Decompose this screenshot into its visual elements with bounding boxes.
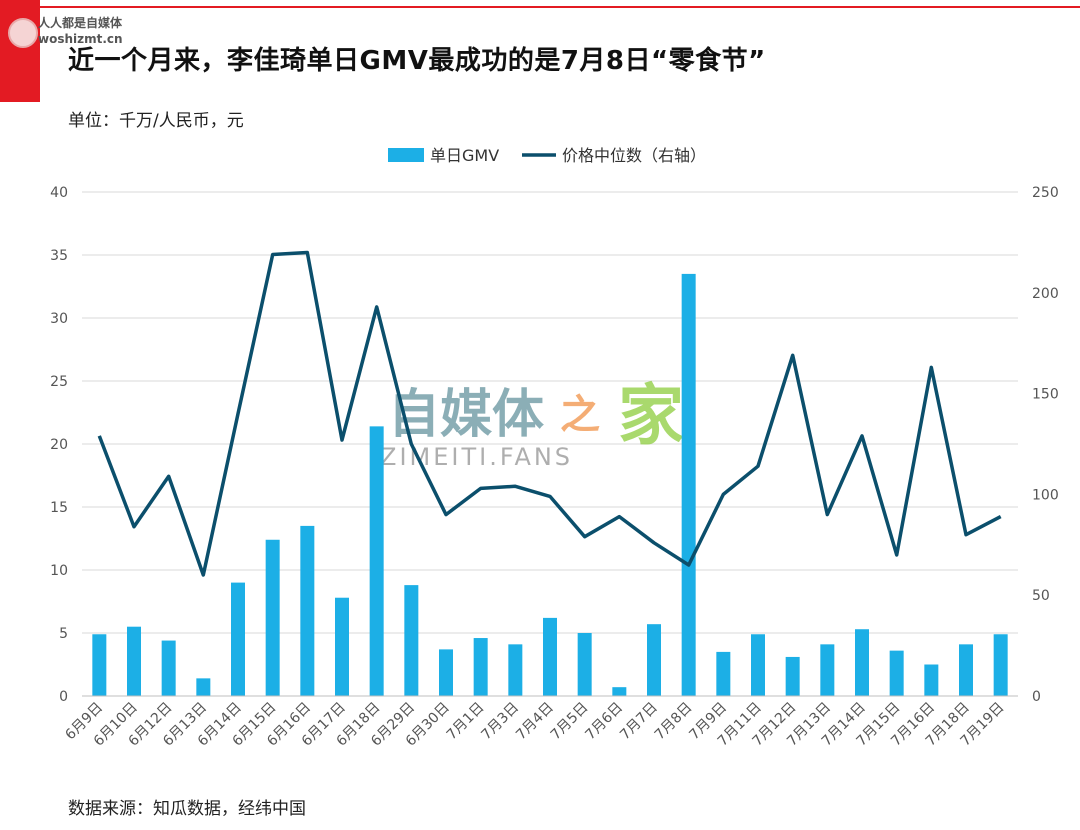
left-axis-tick-label: 20 — [50, 437, 68, 453]
x-axis-tick-label: 7月3日 — [478, 700, 522, 744]
gmv-bar — [820, 644, 835, 696]
gmv-bar — [681, 273, 696, 696]
x-axis-tick-label: 7月6日 — [582, 700, 626, 744]
gmv-bar — [161, 640, 176, 696]
gmv-bar — [751, 634, 765, 696]
gmv-bar — [647, 624, 661, 696]
gmv-bar — [924, 664, 939, 696]
right-axis-tick-label: 100 — [1032, 487, 1059, 503]
gmv-bar — [612, 687, 627, 696]
left-axis-tick-label: 0 — [59, 689, 68, 705]
x-axis-tick-label: 7月1日 — [444, 700, 488, 744]
gmv-bar — [196, 678, 211, 696]
legend-swatch-gmv — [388, 148, 424, 162]
gmv-bar — [716, 651, 731, 696]
gmv-bar — [785, 656, 800, 696]
right-axis-tick-label: 150 — [1032, 387, 1059, 403]
watermark-text: 家 — [618, 377, 684, 454]
right-axis-tick-label: 250 — [1032, 185, 1059, 201]
gmv-bar — [369, 426, 384, 696]
gmv-bar — [855, 629, 869, 696]
right-axis-tick-label: 0 — [1032, 689, 1041, 705]
gmv-bar — [993, 634, 1008, 696]
gmv-bar — [335, 597, 349, 696]
right-axis-tick-label: 200 — [1032, 286, 1059, 302]
source-note: 数据来源：知瓜数据，经纬中国 — [68, 799, 306, 819]
gmv-bar — [889, 650, 904, 696]
gmv-bar — [508, 644, 523, 696]
watermark-text: 之 — [560, 392, 600, 438]
left-axis-tick-label: 35 — [50, 248, 68, 264]
price-median-line — [97, 250, 1002, 577]
gmv-bar — [265, 539, 280, 696]
site-logo: 人人都是自媒体 woshizmt.cn — [4, 10, 134, 50]
left-axis-tick-label: 5 — [59, 626, 68, 642]
chart-title: 近一个月来，李佳琦单日GMV最成功的是7月8日“零食节” — [68, 46, 766, 76]
left-axis-tick-label: 25 — [50, 374, 68, 390]
gmv-bar — [473, 638, 488, 696]
right-axis-tick-label: 50 — [1032, 588, 1050, 604]
gmv-bar — [577, 633, 592, 696]
gmv-bar — [543, 617, 557, 696]
left-axis-tick-label: 15 — [50, 500, 68, 516]
gmv-bar — [300, 525, 315, 696]
gmv-bar — [231, 582, 245, 696]
left-axis-tick-label: 30 — [50, 311, 68, 327]
watermark-text: 自媒体 — [388, 385, 544, 445]
logo-text-cn: 人人都是自媒体 — [38, 16, 123, 30]
red-corner-block — [0, 0, 40, 102]
logo-text-url: woshizmt.cn — [38, 32, 123, 46]
x-axis-tick-label: 7月4日 — [513, 700, 557, 744]
unit-note: 单位：千万/人民币，元 — [68, 111, 244, 131]
gmv-bar — [439, 649, 453, 696]
x-axis-tick-label: 7月5日 — [548, 700, 592, 744]
watermark-text: ZIMEITI.FANS — [380, 443, 573, 471]
top-red-rule — [40, 6, 1080, 8]
x-axis-tick-label: 7月8日 — [652, 700, 696, 744]
microphone-icon — [8, 18, 38, 48]
gmv-bar — [404, 585, 419, 696]
gmv-bar — [127, 626, 141, 696]
gmv-bar — [959, 644, 973, 696]
left-axis-tick-label: 40 — [50, 185, 68, 201]
gmv-bar — [92, 634, 107, 696]
legend-label-price: 价格中位数（右轴） — [562, 146, 706, 165]
legend-label-gmv: 单日GMV — [430, 146, 499, 165]
x-axis-tick-label: 7月7日 — [617, 700, 661, 744]
left-axis-tick-label: 10 — [50, 563, 68, 579]
